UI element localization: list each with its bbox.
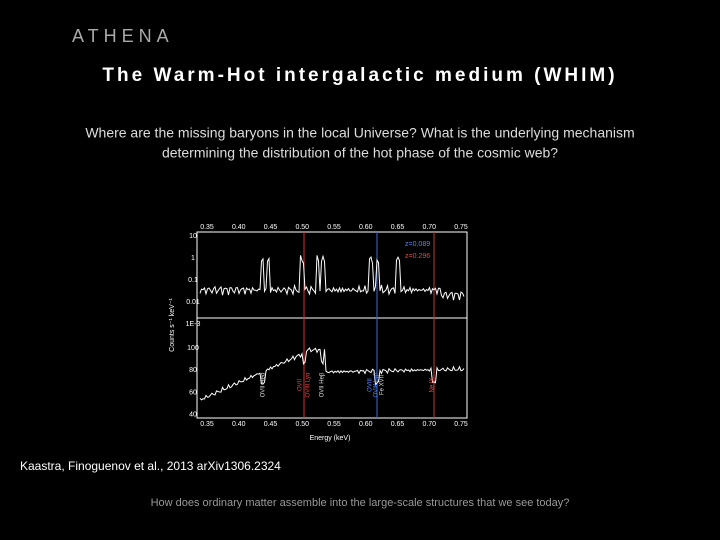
top-tick-label: 0.40 [232,224,246,231]
top-tick-label: 0.65 [391,224,405,231]
x-tick-label: 0.65 [391,421,405,428]
y-tick-label: 80 [189,367,197,374]
y-axis-label: Counts s⁻¹ keV⁻¹ [169,297,176,351]
y-tick-label: 100 [187,345,199,352]
top-tick-label: 0.35 [200,224,214,231]
y-tick-label: 0.1 [188,277,198,284]
top-tick-label: 0.70 [422,224,436,231]
x-tick-label: 0.60 [359,421,373,428]
line-label: OVII [298,379,304,391]
brand: ATHENA [72,26,174,46]
x-tick-label: 0.45 [264,421,278,428]
line-label: OVIII Lyβ [374,372,380,397]
y-tick-label: 1 [191,255,195,262]
top-tick-label: 0.55 [327,224,341,231]
x-axis-label: Energy (keV) [310,435,351,442]
legend-entry: z=0.296 [405,253,430,260]
line-label: OVII Heβ [320,372,326,397]
footer-question: How does ordinary matter assemble into t… [151,497,570,509]
x-tick-label: 0.55 [327,421,341,428]
legend-entry: z=0.089 [405,241,430,248]
spectrum-curve [199,254,465,301]
top-tick-label: 0.60 [359,224,373,231]
y-tick-label: 40 [189,412,197,419]
slide-title: The Warm-Hot intergalactic medium (WHIM) [102,65,617,86]
line-label: OVIII [368,378,374,392]
top-tick-label: 0.50 [295,224,309,231]
question-line: determining the distribution of the hot … [162,145,558,161]
x-tick-label: 0.35 [200,421,214,428]
line-label: OVIII Lyα [306,372,312,397]
y-tick-label: 60 [189,389,197,396]
plot-frame [196,231,468,419]
spectrum-figure: Energy (keV) Counts s⁻¹ keV⁻¹ z=0.089 z=… [169,224,468,442]
x-tick-label: 0.40 [232,421,246,428]
citation: Kaastra, Finoguenov et al., 2013 arXiv13… [20,459,281,473]
y-tick-label: 0.01 [186,299,200,306]
y-tick-label: 1E-3 [186,321,201,328]
top-tick-label: 0.45 [264,224,278,231]
line-label: Fe XVII [380,375,386,395]
spectrum-curve [199,347,465,401]
line-label: Ne IX [430,377,436,392]
line-label: OVII Heα [261,372,267,397]
question-line: Where are the missing baryons in the loc… [85,125,634,141]
x-tick-label: 0.50 [295,421,309,428]
x-tick-label: 0.70 [422,421,436,428]
y-tick-label: 10 [189,233,197,240]
x-tick-label: 0.75 [454,421,468,428]
top-tick-label: 0.75 [454,224,468,231]
